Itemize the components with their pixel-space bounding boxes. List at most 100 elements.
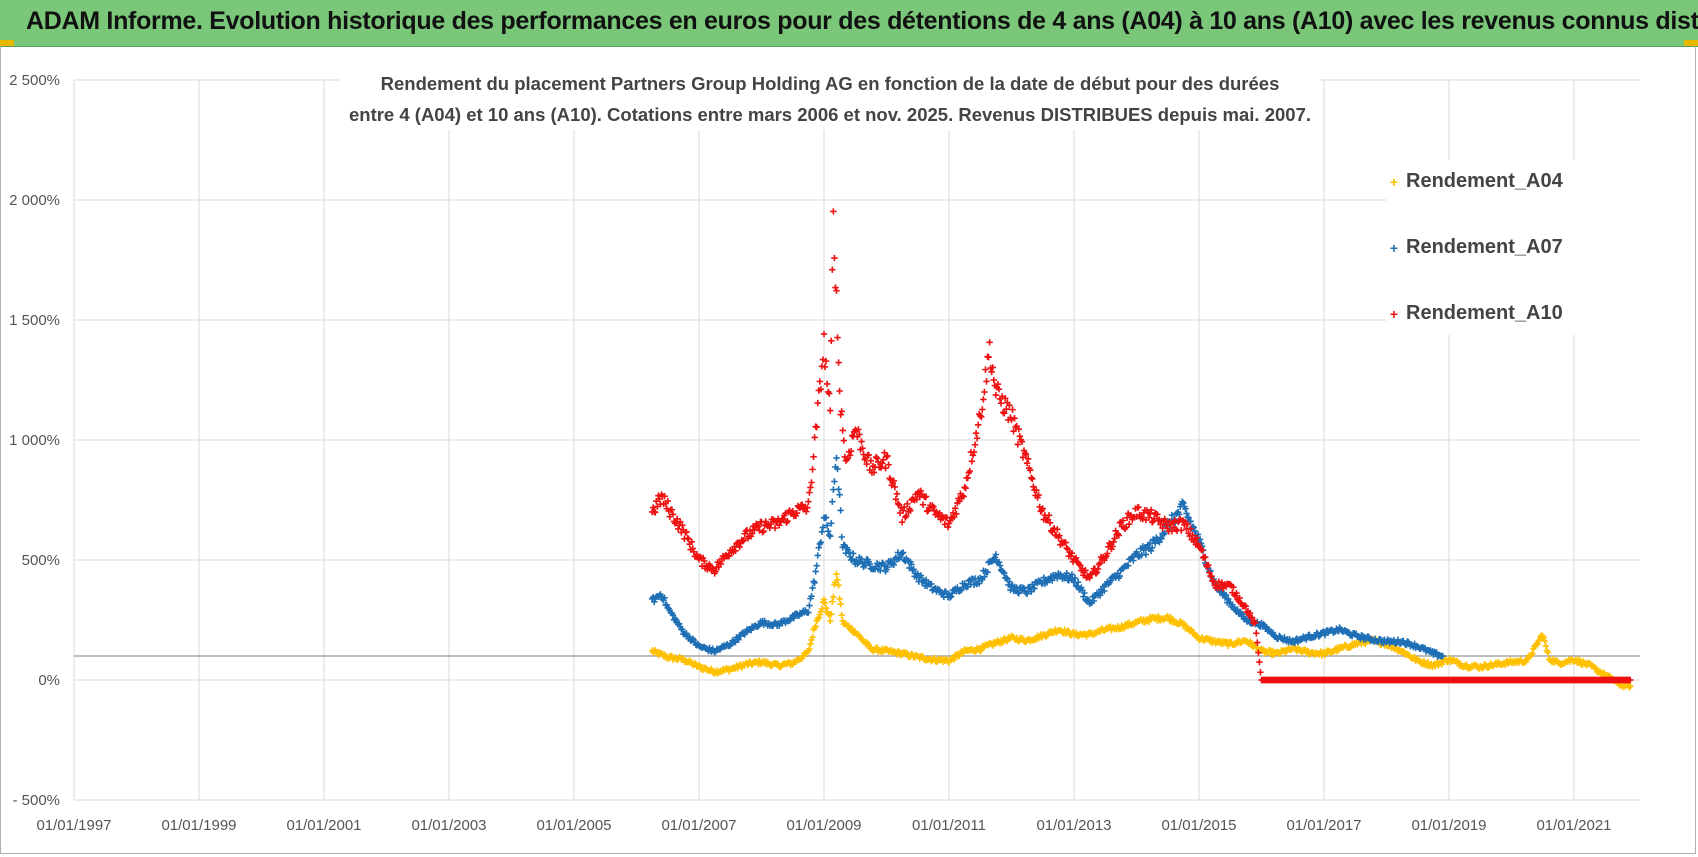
data-point-Rendement_A10 [669,511,677,518]
data-point-Rendement_A07 [834,465,841,473]
y-tick-label: - 500% [12,792,60,809]
data-point-Rendement_A10 [1104,550,1111,557]
header-banner: ADAM Informe. Evolution historique des p… [0,0,1698,47]
data-point-Rendement_A10 [1126,520,1133,528]
data-point-Rendement_A07 [822,514,830,521]
x-tick-label: 01/01/1997 [36,817,111,834]
data-point-Rendement_A10 [1029,475,1036,483]
data-point-Rendement_A04 [848,625,856,632]
data-point-Rendement_A10 [848,432,856,439]
data-point-Rendement_A10 [1148,519,1156,526]
data-point-Rendement_A10 [960,493,967,500]
data-point-Rendement_A10 [971,441,979,448]
data-point-Rendement_A10 [1163,521,1170,529]
data-point-Rendement_A07 [917,572,925,579]
data-point-Rendement_A10 [1067,553,1075,560]
data-point-Rendement_A10 [1001,410,1008,417]
data-point-Rendement_A07 [976,580,983,587]
data-point-Rendement_A10 [1003,406,1010,413]
data-point-Rendement_A10 [968,458,976,465]
data-point-Rendement_A10 [807,484,814,491]
data-point-Rendement_A07 [838,533,845,541]
data-point-Rendement_A04 [827,617,834,625]
data-point-Rendement_A10 [855,426,862,433]
data-point-Rendement_A10 [988,368,995,376]
data-point-Rendement_A04 [1542,642,1550,650]
data-point-Rendement_A07 [1187,518,1194,525]
data-point-Rendement_A10 [1198,547,1206,554]
data-point-Rendement_A07 [1001,570,1008,577]
data-point-Rendement_A10 [827,407,834,414]
data-point-Rendement_A10 [674,525,682,533]
data-point-Rendement_A07 [1101,587,1108,595]
y-tick-label: 2 500% [9,72,60,89]
data-point-Rendement_A07 [946,594,954,601]
data-point-Rendement_A04 [1627,682,1634,690]
data-point-Rendement_A07 [896,553,904,561]
data-point-Rendement_A07 [842,549,850,557]
data-point-Rendement_A10 [1197,546,1205,553]
data-point-Rendement_A07 [1158,535,1165,543]
data-point-Rendement_A07 [1291,639,1299,647]
data-point-Rendement_A07 [1084,596,1091,603]
data-point-Rendement_A10 [1109,543,1116,550]
data-point-Rendement_A10 [966,467,974,475]
data-point-Rendement_A07 [1028,588,1035,595]
data-point-Rendement_A04 [835,582,842,589]
data-point-Rendement_A10 [1068,550,1076,557]
data-point-Rendement_A07 [689,635,696,643]
data-point-Rendement_A07 [831,478,838,485]
page-title: ADAM Informe. Evolution historique des p… [26,7,1698,35]
data-point-Rendement_A07 [1185,514,1192,521]
data-point-Rendement_A07 [810,578,817,585]
data-point-Rendement_A10 [689,545,696,552]
data-point-Rendement_A10 [1045,512,1053,519]
data-point-Rendement_A10 [847,447,855,455]
data-point-Rendement_A10 [677,518,684,525]
x-tick-label: 01/01/2005 [536,817,611,834]
y-tick-label: 1 500% [9,312,60,329]
data-point-Rendement_A10 [919,501,927,508]
data-point-Rendement_A10 [736,543,743,551]
x-tick-label: 01/01/1999 [161,817,236,834]
data-point-Rendement_A10 [828,337,835,344]
data-point-Rendement_A10 [1111,535,1118,542]
data-point-Rendement_A10 [1139,515,1146,523]
data-point-Rendement_A04 [809,633,816,641]
data-point-Rendement_A10 [1022,451,1030,458]
data-point-Rendement_A10 [1205,561,1212,569]
data-point-Rendement_A10 [1033,487,1040,494]
data-point-Rendement_A07 [805,609,812,616]
data-point-Rendement_A07 [679,626,686,633]
data-point-Rendement_A10 [902,514,909,521]
data-point-Rendement_A10 [872,453,880,461]
data-point-Rendement_A10 [949,509,957,517]
data-point-Rendement_A10 [891,483,899,491]
data-point-Rendement_A10 [1208,572,1215,580]
data-point-Rendement_A04 [828,611,835,618]
data-point-Rendement_A10 [810,453,817,461]
data-point-Rendement_A10 [755,523,762,530]
data-point-Rendement_A10 [1193,534,1201,542]
data-point-Rendement_A10 [970,448,978,456]
data-point-Rendement_A07 [1161,529,1168,537]
data-point-Rendement_A10 [806,489,813,496]
data-point-Rendement_A04 [1463,661,1470,668]
data-point-Rendement_A10 [953,510,960,518]
data-point-Rendement_A07 [1315,633,1322,640]
data-point-Rendement_A10 [1253,630,1260,637]
data-point-Rendement_A07 [651,598,658,606]
data-point-Rendement_A07 [812,568,819,575]
data-point-Rendement_A07 [1182,505,1189,513]
data-point-Rendement_A07 [1239,611,1246,618]
data-point-Rendement_A10 [1154,511,1161,518]
data-point-Rendement_A07 [817,539,825,546]
data-point-Rendement_A10 [823,380,831,388]
data-point-Rendement_A10 [885,461,892,468]
data-point-Rendement_A10 [890,477,897,484]
data-point-Rendement_A10 [699,554,707,562]
data-point-Rendement_A07 [1160,531,1167,538]
data-point-Rendement_A07 [1183,510,1190,517]
data-point-Rendement_A07 [1007,586,1014,594]
data-point-Rendement_A10 [1072,554,1080,562]
